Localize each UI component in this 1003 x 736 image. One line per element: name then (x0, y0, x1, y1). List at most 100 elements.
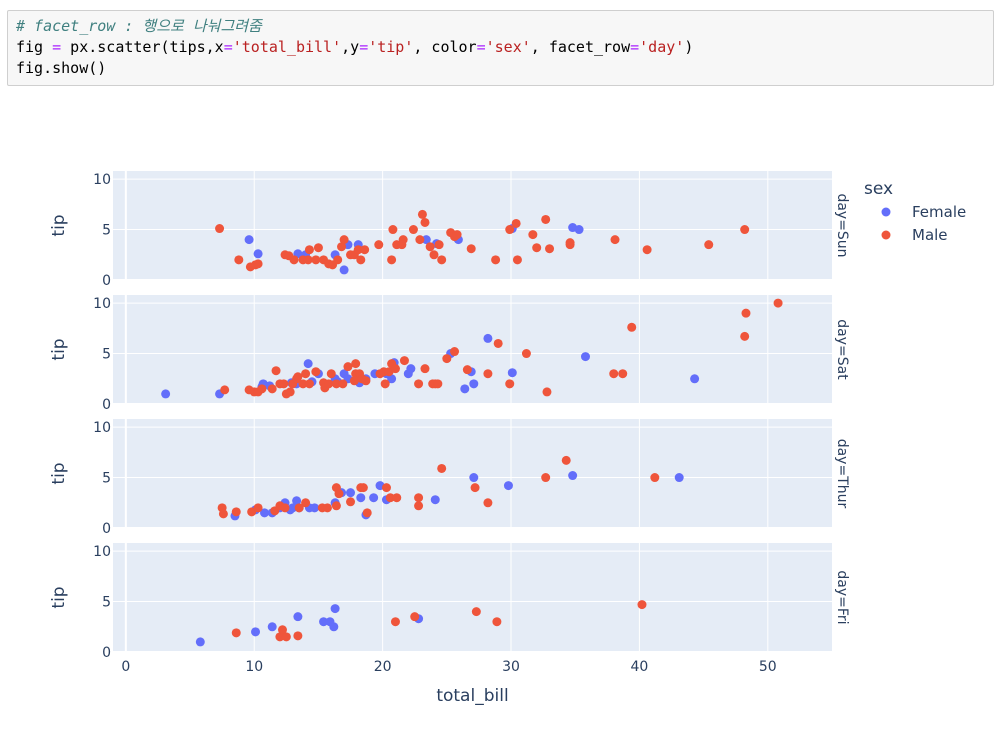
scatter-point-female (568, 471, 578, 481)
scatter-point-male (493, 338, 503, 348)
scatter-point-male (415, 235, 425, 245)
scatter-point-female (503, 481, 513, 491)
scatter-point-female (430, 495, 440, 505)
scatter-point-female (469, 473, 479, 483)
x-tick-label: 30 (502, 659, 520, 675)
scatter-point-male (541, 473, 551, 483)
scatter-point-male (704, 240, 714, 250)
scatter-point-male (532, 243, 542, 253)
scatter-point-male (542, 387, 552, 397)
scatter-point-male (313, 243, 323, 253)
code-operator: = (630, 38, 640, 56)
scatter-point-female (267, 622, 277, 632)
scatter-point-male (410, 612, 420, 622)
scatter-point-female (674, 473, 684, 483)
scatter-point-male (231, 628, 241, 638)
code-token: fig (16, 38, 53, 56)
scatter-point-male (303, 255, 313, 265)
scatter-point-male (356, 255, 366, 265)
scatter-point-male (358, 483, 368, 493)
facet-panel-background (113, 171, 832, 280)
scatter-point-male (491, 255, 501, 265)
scatter-point-male (275, 632, 285, 642)
scatter-point-male (740, 225, 750, 235)
scatter-point-male (220, 385, 230, 395)
legend-marker-male (881, 230, 891, 240)
scatter-point-male (610, 235, 620, 245)
scatter-point-male (337, 242, 347, 252)
scatter-point-male (452, 230, 462, 240)
scatter-point-male (437, 463, 447, 473)
scatter-point-male (627, 322, 637, 332)
code-string: 'sex' (485, 38, 531, 56)
scatter-point-male (618, 369, 628, 379)
scatter-point-male (293, 631, 303, 641)
scatter-point-male (374, 240, 384, 250)
legend-marker-female (881, 207, 891, 217)
scatter-point-male (324, 379, 334, 389)
code-cell[interactable]: # facet_row : 행으로 나눠그려줌 fig = px.scatter… (7, 10, 994, 86)
scatter-point-male (466, 244, 476, 254)
scatter-point-male (492, 617, 502, 627)
y-axis-title: tip (49, 586, 69, 608)
scatter-point-male (280, 503, 290, 513)
scatter-point-male (414, 493, 424, 503)
y-tick-label: 5 (102, 595, 111, 611)
scatter-point-male (462, 365, 472, 375)
scatter-point-female (346, 488, 356, 498)
x-tick-label: 40 (630, 659, 648, 675)
scatter-point-male (388, 225, 398, 235)
scatter-point-male (289, 255, 299, 265)
code-token: , facet_row (530, 38, 631, 56)
scatter-point-male (609, 369, 619, 379)
scatter-point-male (437, 255, 447, 265)
scatter-point-male (279, 379, 289, 389)
scatter-point-male (362, 508, 372, 518)
facet-row-label: day=Sun (834, 193, 850, 257)
code-string: 'tip' (368, 38, 414, 56)
scatter-point-male (561, 455, 571, 465)
scatter-point-male (293, 372, 303, 382)
scatter-point-female (161, 389, 171, 399)
scatter-point-male (346, 497, 356, 507)
y-tick-label: 0 (102, 645, 111, 661)
scatter-point-male (322, 503, 332, 513)
scatter-point-male (650, 473, 660, 483)
y-axis-title: tip (49, 338, 69, 360)
y-axis-title: tip (49, 462, 69, 484)
scatter-point-male (247, 507, 257, 517)
code-operator: = (476, 38, 486, 56)
scatter-point-male (360, 245, 370, 255)
scatter-point-male (380, 379, 390, 389)
scatter-point-male (741, 308, 751, 318)
scatter-point-male (397, 240, 407, 250)
scatter-point-male (271, 366, 281, 376)
scatter-point-male (311, 255, 321, 265)
scatter-point-female (253, 249, 263, 259)
scatter-point-male (471, 607, 481, 617)
scatter-point-male (218, 509, 228, 519)
legend-entry-female: Female (912, 203, 966, 221)
scatter-point-male (285, 387, 295, 397)
scatter-point-male (429, 250, 439, 260)
scatter-point-female (330, 604, 340, 614)
scatter-point-female (421, 235, 431, 245)
scatter-point-male (351, 359, 361, 369)
scatter-point-male (399, 356, 409, 366)
code-operator: = (223, 38, 233, 56)
scatter-point-female (574, 225, 584, 235)
scatter-point-female (690, 374, 700, 384)
scatter-point-male (470, 483, 480, 493)
code-string: 'total_bill' (232, 38, 342, 56)
code-token: ) (684, 38, 694, 56)
scatter-point-male (253, 259, 263, 269)
code-token: , color (413, 38, 477, 56)
scatter-point-male (642, 245, 652, 255)
scatter-point-male (512, 255, 522, 265)
code-operator: = (52, 38, 62, 56)
scatter-point-male (331, 501, 341, 511)
scatter-point-male (420, 364, 430, 374)
scatter-point-female (460, 384, 470, 394)
x-tick-label: 50 (759, 659, 777, 675)
